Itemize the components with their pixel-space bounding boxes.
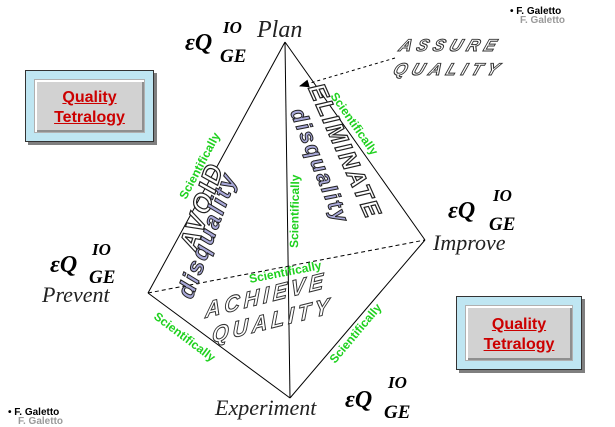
formula-plan-main: εQ (185, 30, 212, 56)
formula-experiment: εQ IO GE (345, 373, 410, 423)
author-credit-bottom: • F. Galetto (8, 407, 59, 418)
edge-plan-improve (284, 41, 426, 241)
author-credit-bottom-shadow: F. Galetto (18, 416, 63, 427)
quality-tetralogy-box-bottom-inner: Quality Tetralogy (465, 305, 573, 361)
author-credit-top-shadow-text: F. Galetto (520, 15, 566, 26)
quality-tetralogy-bottom-line2: Tetralogy (483, 336, 555, 353)
banner-avoid-disquality: AVOID disquality (172, 158, 244, 303)
edge-plan-experiment (284, 41, 291, 399)
quality-tetralogy-box-top: Quality Tetralogy (25, 70, 154, 142)
credit-bullet: • (8, 407, 15, 418)
vertex-label-prevent: Prevent (41, 282, 110, 307)
author-credit-bottom-shadow-text: F. Galetto (18, 416, 64, 427)
author-credit-top-text: F. Galetto (516, 6, 562, 17)
author-credit-bottom-text: F. Galetto (14, 407, 60, 418)
formula-experiment-subscript: GE (384, 402, 410, 423)
vertex-label-experiment: Experiment (214, 395, 317, 420)
vertex-label-plan: Plan (256, 17, 302, 43)
author-credit-top-shadow: F. Galetto (520, 15, 565, 26)
credit-bullet: • (510, 6, 517, 17)
banner-quality-word: QUALITY (391, 60, 508, 79)
formula-experiment-main: εQ (345, 387, 372, 413)
vertex-label-improve: Improve (432, 230, 506, 255)
quality-tetralogy-bottom-line1: Quality (491, 316, 547, 333)
formula-plan-superscript: IO (222, 18, 242, 37)
banner-assure-word: ASSURE (396, 36, 505, 55)
quality-tetralogy-top-line2: Tetralogy (54, 109, 125, 126)
assure-pointer-arrow (299, 57, 396, 88)
author-credit-top: • F. Galetto (510, 6, 561, 17)
quality-tetralogy-top-line1: Quality (62, 89, 117, 106)
banner-assure-quality: ASSURE QUALITY (390, 35, 508, 79)
quality-tetralogy-box-top-inner: Quality Tetralogy (34, 79, 145, 133)
formula-plan-subscript: GE (220, 46, 246, 67)
edge-label-plan-experiment: Scientifically (287, 174, 302, 248)
edge-improve-experiment (289, 239, 426, 399)
formula-improve-superscript: IO (492, 186, 512, 205)
formula-plan: εQ IO GE (185, 18, 246, 67)
edge-plan-prevent (147, 41, 286, 294)
formula-prevent-main: εQ (50, 252, 77, 278)
edge-label-improve-experiment: Scientifically (327, 300, 385, 365)
formula-prevent-subscript: GE (89, 267, 115, 288)
formula-prevent-superscript: IO (91, 240, 111, 259)
formula-improve: εQ IO GE (448, 186, 515, 235)
formula-prevent: εQ IO GE (50, 240, 115, 288)
edge-prevent-improve-hidden (147, 239, 426, 294)
formula-experiment-superscript: IO (387, 373, 407, 392)
tetrahedron-edges (147, 41, 426, 399)
formula-improve-subscript: GE (489, 214, 515, 235)
edge-prevent-experiment (147, 292, 291, 399)
formula-improve-main: εQ (448, 198, 475, 224)
quality-tetralogy-box-bottom: Quality Tetralogy (456, 296, 582, 370)
